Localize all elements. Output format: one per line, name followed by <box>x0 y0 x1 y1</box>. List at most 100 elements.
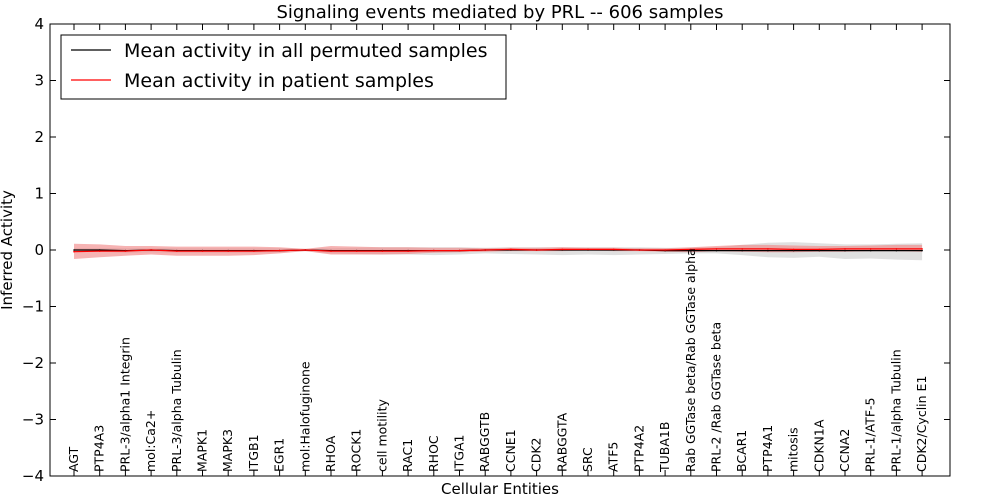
point-series-1-19 <box>561 248 564 251</box>
x-tick-label-5: MAPK1 <box>195 429 210 472</box>
chart-title: Signaling events mediated by PRL -- 606 … <box>276 2 723 23</box>
y-tick-label-2: −2 <box>22 354 44 372</box>
y-tick-label-5: 1 <box>34 185 44 203</box>
point-series-1-6 <box>227 250 229 252</box>
point-series-0-28 <box>792 249 795 252</box>
point-series-0-24 <box>690 249 692 252</box>
x-tick-label-15: ITGA1 <box>452 434 467 472</box>
point-series-1-21 <box>612 248 615 251</box>
point-series-1-16 <box>484 249 487 251</box>
point-series-1-3 <box>150 249 152 251</box>
y-tick-label-3: −1 <box>22 298 44 316</box>
point-series-0-31 <box>869 249 872 252</box>
series-lines <box>73 248 923 253</box>
point-series-1-10 <box>330 250 332 252</box>
point-series-1-7 <box>253 250 255 252</box>
point-series-1-12 <box>381 250 384 252</box>
x-tick-label-0: AGT <box>66 446 81 472</box>
x-tick-label-10: RHOA <box>323 435 338 472</box>
point-series-1-2 <box>124 250 127 252</box>
x-tick-label-2: PRL-3/alpha1 Integrin <box>117 337 132 472</box>
x-tick-label-12: cell motility <box>374 398 389 472</box>
point-series-1-25 <box>715 248 718 250</box>
x-tick-label-31: PRL-1/ATF-5 <box>863 397 878 472</box>
point-series-1-20 <box>587 248 589 251</box>
point-series-0-1 <box>98 249 101 251</box>
point-series-1-33 <box>921 248 923 250</box>
x-tick-label-27: PTP4A1 <box>760 425 775 472</box>
x-tick-label-9: mol:Halofuginone <box>297 361 312 472</box>
x-tick-label-32: PRL-1/alpha Tubulin <box>888 349 903 472</box>
point-series-0-32 <box>895 249 898 252</box>
x-tick-label-4: PRL-3/alpha Tubulin <box>169 349 184 472</box>
point-series-0-25 <box>715 249 718 252</box>
x-tick-label-8: EGR1 <box>272 438 287 472</box>
x-tick-label-22: PTP4A2 <box>631 425 646 472</box>
x-tick-label-21: ATF5 <box>606 442 621 472</box>
point-series-1-1 <box>98 250 101 252</box>
point-series-1-26 <box>741 248 743 250</box>
legend-box <box>60 34 507 100</box>
x-tick-label-29: CDKN1A <box>811 419 826 472</box>
point-series-0-0 <box>73 249 75 251</box>
x-tick-label-7: ITGB1 <box>246 434 261 472</box>
point-series-1-29 <box>818 248 821 251</box>
x-tick-label-25: PRL-2 /Rab GGTase beta <box>709 322 724 472</box>
point-series-1-4 <box>176 250 178 252</box>
x-tick-label-11: ROCK1 <box>349 429 364 472</box>
point-series-0-27 <box>767 249 769 252</box>
x-axis: AGT PTP4A3 PRL-3/alpha1 Integrin mol:Ca2+ PR… <box>66 24 929 476</box>
x-tick-label-16: RABGGTB <box>477 412 492 472</box>
point-series-1-17 <box>510 248 512 251</box>
point-series-1-18 <box>535 249 538 251</box>
y-tick-label-1: −3 <box>22 411 44 429</box>
y-axis: −4 −3 −2 −1 0 1 2 3 4 <box>22 15 950 485</box>
x-tick-label-30: CCNA2 <box>837 429 852 472</box>
point-series-1-8 <box>278 249 281 252</box>
y-tick-label-8: 4 <box>34 15 44 33</box>
point-series-1-15 <box>458 249 461 252</box>
x-tick-label-18: CDK2 <box>529 437 544 472</box>
x-tick-label-23: TUBA1B <box>657 422 672 473</box>
point-series-1-30 <box>844 248 846 250</box>
legend-label-patient: Mean activity in patient samples <box>124 70 434 92</box>
point-series-1-14 <box>433 249 435 252</box>
point-series-1-31 <box>869 248 872 250</box>
x-tick-label-24: Rab GGTase beta/Rab GGTase alpha <box>683 248 698 472</box>
x-tick-label-20: SRC <box>580 447 595 472</box>
y-tick-label-7: 3 <box>34 72 44 90</box>
x-tick-label-14: RHOC <box>426 435 441 472</box>
point-series-0-30 <box>844 249 846 252</box>
point-series-1-22 <box>638 249 641 251</box>
point-series-1-24 <box>690 248 692 251</box>
legend: Mean activity in all permuted samples Me… <box>60 34 507 100</box>
point-series-1-5 <box>201 250 204 252</box>
x-tick-label-13: RAC1 <box>400 439 415 472</box>
x-tick-label-28: mitosis <box>786 427 801 472</box>
line-series-1 <box>73 248 923 253</box>
band-series-1 <box>74 243 923 259</box>
x-tick-label-19: RABGGTA <box>554 412 569 472</box>
y-tick-label-6: 2 <box>34 128 44 146</box>
x-tick-label-6: MAPK3 <box>220 429 235 472</box>
x-tick-label-1: PTP4A3 <box>92 425 107 472</box>
point-series-1-0 <box>73 250 75 253</box>
y-axis-label: Inferred Activity <box>0 190 16 310</box>
point-series-1-23 <box>664 249 666 251</box>
legend-label-permuted: Mean activity in all permuted samples <box>124 40 487 62</box>
point-series-1-13 <box>407 250 409 252</box>
point-series-0-33 <box>921 249 923 252</box>
y-tick-label-0: −4 <box>22 467 44 485</box>
x-tick-label-26: BCAR1 <box>734 430 749 472</box>
point-series-1-27 <box>767 248 769 250</box>
point-series-1-32 <box>895 248 898 250</box>
x-tick-label-3: mol:Ca2+ <box>143 410 158 472</box>
confidence-bands <box>74 242 923 261</box>
point-series-1-28 <box>792 248 795 251</box>
point-series-0-29 <box>818 249 821 252</box>
point-series-1-9 <box>304 249 307 251</box>
x-tick-label-17: CCNE1 <box>503 429 518 472</box>
point-series-1-11 <box>355 250 358 252</box>
x-axis-label: Cellular Entities <box>441 480 559 498</box>
